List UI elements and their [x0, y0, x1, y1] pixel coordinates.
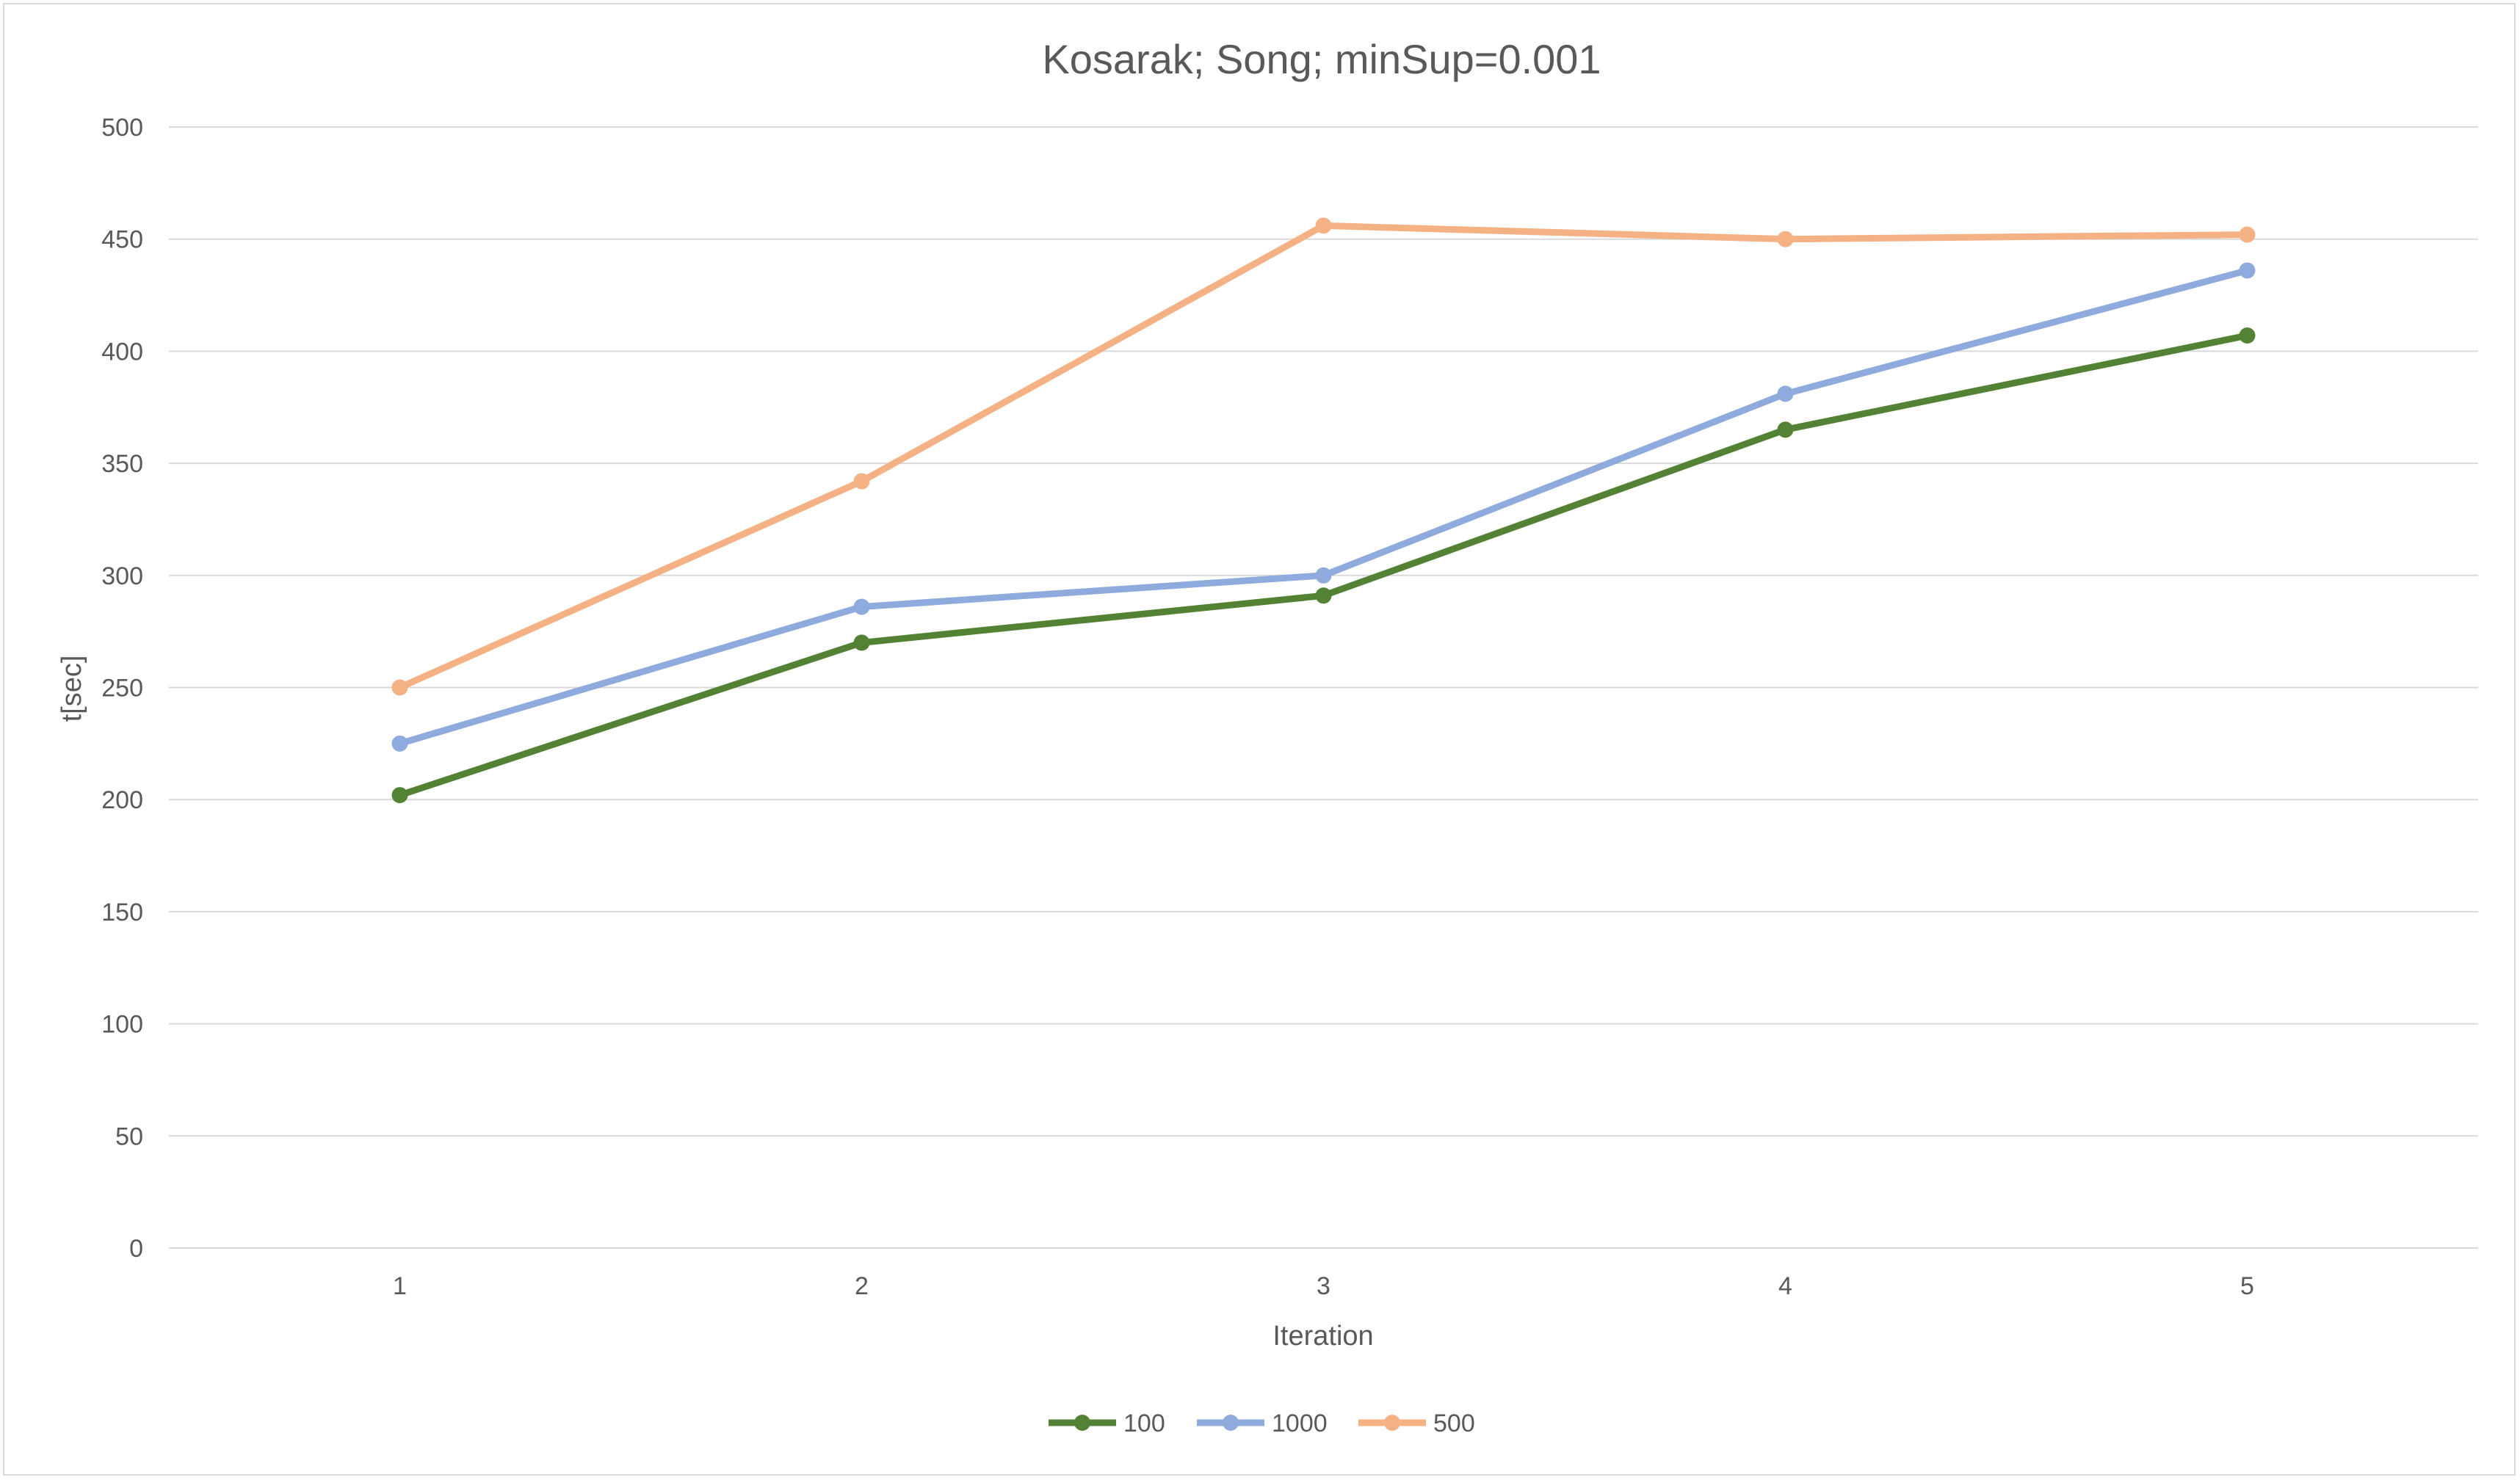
y-tick-label: 200 — [101, 786, 143, 814]
x-tick-label: 3 — [1317, 1272, 1330, 1300]
y-tick-label: 150 — [101, 899, 143, 926]
y-tick-label: 50 — [115, 1122, 143, 1150]
data-point — [391, 787, 408, 804]
series-group — [391, 217, 2256, 804]
series-line — [397, 222, 2251, 691]
legend-label: 1000 — [1272, 1410, 1328, 1437]
y-tick-label: 450 — [101, 226, 143, 254]
data-point — [1315, 567, 1332, 584]
data-point — [853, 634, 870, 651]
y-tick-label: 250 — [101, 675, 143, 703]
x-tick-label: 5 — [2240, 1272, 2254, 1300]
x-axis-ticks: 1 2 3 4 5 — [393, 1272, 2254, 1300]
series-line — [397, 266, 2251, 747]
gridlines — [169, 126, 2478, 1249]
data-point — [1315, 587, 1332, 604]
x-tick-label: 4 — [1778, 1272, 1792, 1300]
data-point — [853, 473, 870, 490]
data-point — [1777, 385, 1794, 402]
legend-swatch-marker — [1223, 1415, 1239, 1431]
y-tick-label: 400 — [101, 338, 143, 366]
y-tick-label: 350 — [101, 450, 143, 478]
y-axis-title: t[sec] — [57, 656, 87, 722]
series-100 — [391, 327, 2256, 804]
data-point — [1315, 217, 1332, 234]
data-point — [2239, 226, 2256, 243]
y-tick-label: 300 — [101, 562, 143, 590]
chart-title: Kosarak; Song; minSup=0.001 — [1042, 36, 1601, 82]
data-point — [2239, 262, 2256, 279]
y-tick-label: 500 — [101, 114, 143, 142]
y-tick-label: 0 — [129, 1235, 143, 1263]
data-point — [1777, 421, 1794, 438]
legend-item: 100 — [1049, 1410, 1165, 1437]
y-tick-label: 100 — [101, 1011, 143, 1039]
legend-swatch-marker — [1384, 1415, 1400, 1431]
x-axis-title: Iteration — [1272, 1321, 1373, 1352]
x-tick-label: 2 — [855, 1272, 869, 1300]
legend-label: 500 — [1433, 1410, 1475, 1437]
legend-swatch-marker — [1074, 1415, 1090, 1431]
data-point — [853, 598, 870, 615]
data-point — [391, 735, 408, 752]
series-1000 — [391, 262, 2256, 752]
legend-item: 1000 — [1197, 1410, 1328, 1437]
x-tick-label: 1 — [393, 1272, 407, 1300]
y-axis-ticks: 0 50 100 150 200 250 300 350 400 450 500 — [101, 114, 143, 1263]
legend-item: 500 — [1358, 1410, 1475, 1437]
series-500 — [391, 217, 2256, 696]
data-point — [391, 679, 408, 696]
legend-label: 100 — [1123, 1410, 1165, 1437]
data-point — [2239, 327, 2256, 344]
data-point — [1777, 231, 1794, 247]
legend: 100 1000 500 — [1049, 1410, 1475, 1437]
